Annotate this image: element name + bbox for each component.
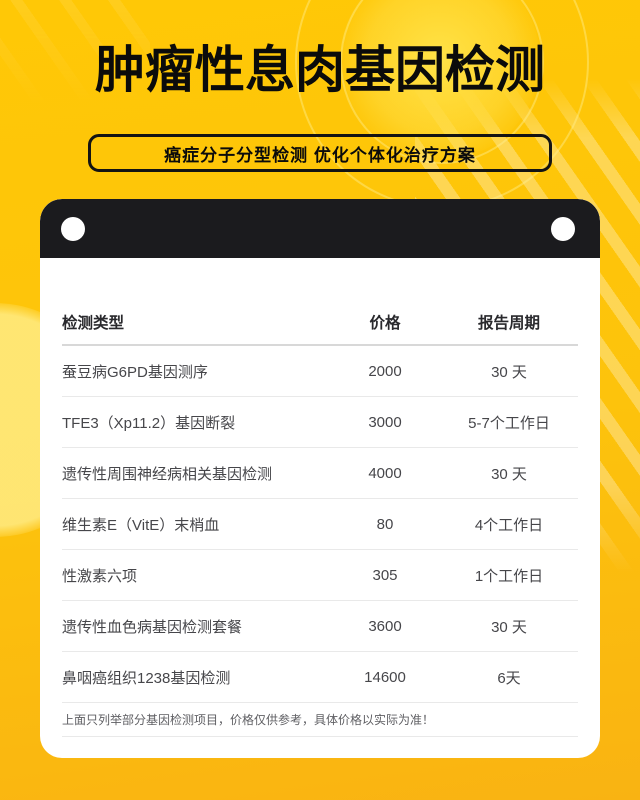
row-price: 2000 xyxy=(368,362,402,380)
col-header-period: 报告周期 xyxy=(477,315,540,332)
row-period: 30 天 xyxy=(491,465,527,483)
table-row: 遗传性周围神经病相关基因检测 4000 30 天 xyxy=(62,448,578,499)
row-test-type: 蚕豆病G6PD基因测序 xyxy=(62,363,208,381)
table-row: 蚕豆病G6PD基因测序 2000 30 天 xyxy=(62,346,578,397)
row-price: 3000 xyxy=(368,413,402,431)
row-period: 4个工作日 xyxy=(474,516,544,534)
row-price: 305 xyxy=(372,566,398,584)
table-row: TFE3（Xp11.2）基因断裂 3000 5-7个工作日 xyxy=(62,397,578,448)
table-header-row: 检测类型 价格 报告周期 xyxy=(62,300,578,346)
row-test-type: 鼻咽癌组织1238基因检测 xyxy=(62,669,231,687)
subtitle-text: 癌症分子分型检测 优化个体化治疗方案 xyxy=(164,145,476,165)
card-header-bar xyxy=(40,199,600,258)
row-test-type: TFE3（Xp11.2）基因断裂 xyxy=(62,414,236,432)
left-hole-decoration xyxy=(61,217,85,241)
col-header-test-type: 检测类型 xyxy=(62,315,125,332)
right-hole-decoration xyxy=(551,217,575,241)
page-title: 肿瘤性息肉基因检测 xyxy=(95,42,545,98)
subtitle-badge: 癌症分子分型检测 优化个体化治疗方案 xyxy=(88,134,552,172)
row-price: 3600 xyxy=(368,617,402,635)
row-price: 14600 xyxy=(364,668,406,686)
table-row: 鼻咽癌组织1238基因检测 14600 6天 xyxy=(62,652,578,703)
card-body: 检测类型 价格 报告周期 蚕豆病G6PD基因测序 2000 30 天 TFE3（Xp1… xyxy=(40,300,600,737)
row-test-type: 维生素E（VitE）末梢血 xyxy=(62,516,220,534)
row-period: 5-7个工作日 xyxy=(468,414,550,432)
row-period: 1个工作日 xyxy=(474,567,544,585)
col-header-price: 价格 xyxy=(369,315,401,332)
row-period: 6天 xyxy=(497,669,521,687)
row-price: 80 xyxy=(376,515,394,533)
disclaimer-note: 上面只列举部分基因检测项目，价格仅供参考，具体价格以实际为准！ xyxy=(62,703,578,737)
table-row: 遗传性血色病基因检测套餐 3600 30 天 xyxy=(62,601,578,652)
row-test-type: 遗传性周围神经病相关基因检测 xyxy=(62,465,273,483)
row-test-type: 性激素六项 xyxy=(62,567,138,585)
table-row: 性激素六项 305 1个工作日 xyxy=(62,550,578,601)
row-period: 30 天 xyxy=(491,618,527,636)
table-row: 维生素E（VitE）末梢血 80 4个工作日 xyxy=(62,499,578,550)
row-test-type: 遗传性血色病基因检测套餐 xyxy=(62,618,243,636)
row-period: 30 天 xyxy=(491,363,527,381)
table-body: 蚕豆病G6PD基因测序 2000 30 天 TFE3（Xp11.2）基因断裂 3000 5… xyxy=(62,346,578,703)
row-price: 4000 xyxy=(368,464,402,482)
price-card: 检测类型 价格 报告周期 蚕豆病G6PD基因测序 2000 30 天 TFE3（Xp1… xyxy=(40,199,600,758)
